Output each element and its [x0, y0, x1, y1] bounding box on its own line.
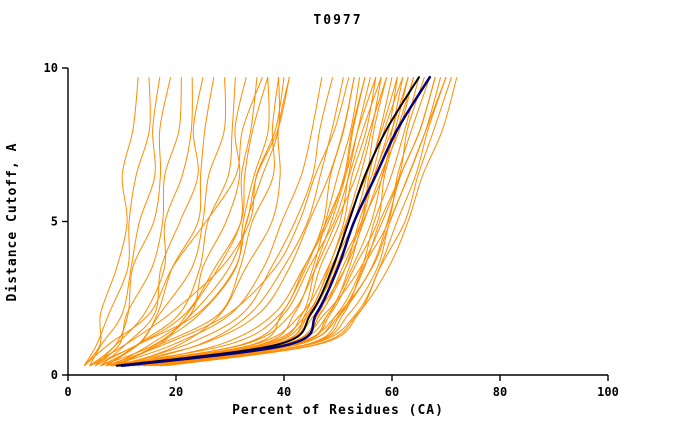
prediction-curve	[111, 77, 382, 367]
x-tick-label: 100	[597, 385, 619, 399]
prediction-curve	[89, 77, 161, 367]
plot-content: 0 20 40 60 80 100 0 5 10	[44, 61, 619, 399]
prediction-curve	[121, 77, 290, 367]
x-axis-label: Percent of Residues (CA)	[232, 403, 444, 418]
x-tick-label: 0	[64, 385, 71, 399]
highlighted-model-black	[115, 76, 420, 367]
prediction-curve	[116, 77, 366, 367]
prediction-curve	[127, 77, 388, 367]
prediction-curve	[159, 77, 447, 367]
prediction-curve	[105, 77, 377, 367]
prediction-curve	[100, 77, 204, 367]
prediction-curve	[111, 77, 323, 367]
prediction-curve	[110, 77, 258, 367]
prediction-curve	[116, 77, 280, 367]
prediction-curve	[94, 77, 193, 367]
prediction-curve	[105, 77, 350, 367]
highlighted-model-navy	[120, 75, 432, 368]
prediction-curve	[121, 77, 398, 367]
y-tick-label: 0	[51, 368, 58, 382]
prediction-curve	[138, 77, 404, 367]
prediction-curve	[165, 77, 458, 367]
prediction-curve	[132, 77, 409, 367]
x-tick-label: 20	[169, 385, 183, 399]
prediction-curve	[89, 77, 172, 367]
prediction-curve	[132, 77, 398, 367]
prediction-curve	[100, 77, 290, 367]
prediction-curve	[94, 77, 182, 367]
x-tick-label: 60	[385, 385, 399, 399]
x-tick-label: 40	[277, 385, 291, 399]
prediction-curve	[83, 77, 151, 367]
prediction-curve	[89, 77, 269, 367]
y-axis-label: Distance Cutoff, A	[5, 143, 20, 302]
prediction-curve	[105, 77, 236, 367]
prediction-curve	[89, 77, 285, 367]
prediction-curve	[116, 77, 334, 367]
prediction-curve	[83, 77, 263, 367]
prediction-curve	[83, 77, 139, 367]
prediction-curve	[116, 77, 270, 367]
y-tick-label: 5	[51, 215, 58, 229]
prediction-curve	[116, 77, 388, 367]
x-tick-label: 80	[493, 385, 507, 399]
prediction-curve	[110, 77, 247, 367]
y-tick-label: 10	[44, 61, 58, 75]
chart-title: T0977	[313, 13, 362, 28]
